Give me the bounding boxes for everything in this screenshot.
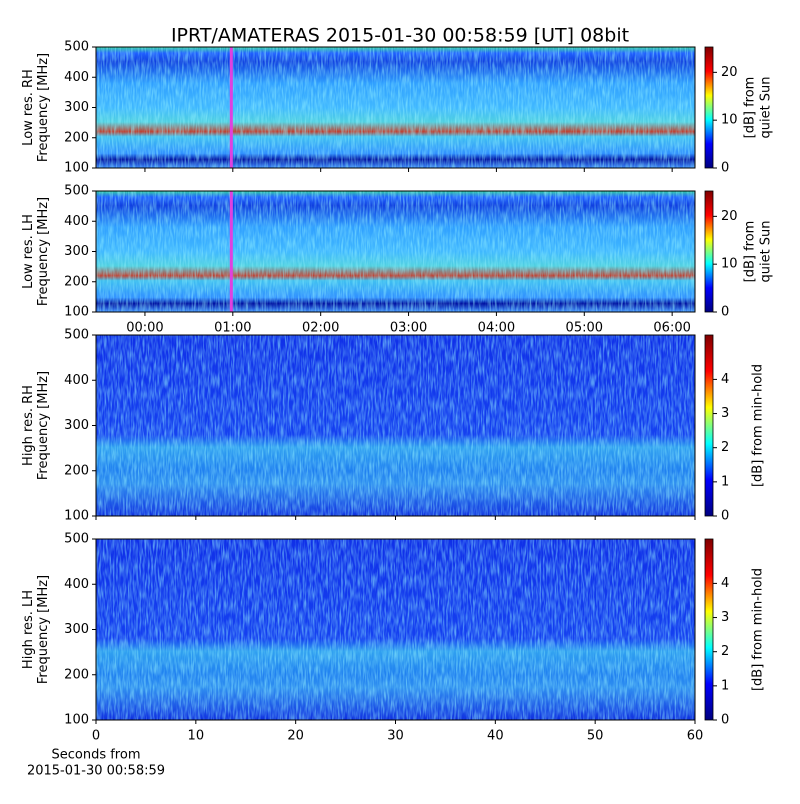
y-tick-label: 500: [64, 532, 89, 547]
colorbar-tick-label: 3: [721, 610, 729, 625]
y-tick-label: 400: [64, 373, 89, 388]
x-tick-label: 02:00: [302, 321, 339, 336]
y-tick-label: 100: [64, 509, 89, 524]
colorbar-tick-label: 0: [721, 509, 729, 524]
y-axis-label: High res. LH: [21, 590, 36, 669]
y-tick-label: 300: [64, 418, 89, 433]
spectrogram-texture: [96, 47, 695, 168]
colorbar: [704, 334, 714, 517]
colorbar-tick-label: 0: [721, 161, 729, 176]
spectrogram-texture: [96, 335, 695, 516]
colorbar-tick-label: 4: [721, 576, 729, 591]
y-tick-label: 300: [64, 244, 89, 259]
x-tick-label: 30: [387, 729, 404, 744]
colorbar-tick-label: 10: [721, 257, 738, 272]
x-tick-label: 06:00: [653, 321, 690, 336]
spectrogram-texture: [96, 191, 695, 312]
y-axis-label: Frequency [MHz]: [36, 575, 51, 684]
x-tick-label: 00:00: [126, 321, 163, 336]
y-tick-label: 500: [64, 328, 89, 343]
x-axis-label: 2015-01-30 00:58:59: [27, 764, 165, 779]
colorbar-label: quiet Sun: [759, 76, 774, 138]
colorbar-tick-label: 4: [721, 372, 729, 387]
colorbar: [704, 46, 714, 169]
colorbar: [704, 538, 714, 721]
y-tick-label: 400: [64, 577, 89, 592]
y-tick-label: 200: [64, 667, 89, 682]
y-axis-label: Frequency [MHz]: [36, 53, 51, 162]
y-tick-label: 100: [64, 305, 89, 320]
colorbar-tick-label: 1: [721, 678, 729, 693]
x-tick-label: 60: [687, 729, 704, 744]
y-axis-label: Low res. RH: [21, 69, 36, 146]
x-tick-label: 03:00: [390, 321, 427, 336]
y-axis-label: High res. RH: [21, 385, 36, 466]
y-tick-label: 100: [64, 713, 89, 728]
y-tick-label: 500: [64, 40, 89, 55]
y-tick-label: 200: [64, 130, 89, 145]
y-tick-label: 500: [64, 184, 89, 199]
y-axis-label: Frequency [MHz]: [36, 197, 51, 306]
x-tick-label: 10: [188, 729, 205, 744]
colorbar-label: [dB] from: [743, 221, 758, 283]
colorbar-tick-label: 10: [721, 113, 738, 128]
x-tick-label: 05:00: [566, 321, 603, 336]
y-tick-label: 300: [64, 622, 89, 637]
colorbar-tick-label: 1: [721, 474, 729, 489]
y-tick-label: 200: [64, 274, 89, 289]
figure-title: IPRT/AMATERAS 2015-01-30 00:58:59 [UT] 0…: [171, 25, 629, 47]
x-tick-label: 0: [92, 729, 100, 744]
x-tick-label: 20: [287, 729, 304, 744]
colorbar-label: [dB] from min-hold: [751, 364, 766, 487]
y-tick-label: 300: [64, 100, 89, 115]
x-axis-label: Seconds from: [51, 748, 140, 763]
x-tick-label: 40: [487, 729, 504, 744]
colorbar-tick-label: 2: [721, 440, 729, 455]
y-tick-label: 400: [64, 214, 89, 229]
colorbar-tick-label: 0: [721, 713, 729, 728]
x-tick-label: 50: [587, 729, 604, 744]
y-tick-label: 100: [64, 161, 89, 176]
y-tick-label: 400: [64, 70, 89, 85]
colorbar-label: quiet Sun: [759, 220, 774, 282]
colorbar-label: [dB] from: [743, 77, 758, 139]
y-axis-label: Low res. LH: [21, 214, 36, 289]
x-tick-label: 04:00: [478, 321, 515, 336]
y-axis-label: Frequency [MHz]: [36, 371, 51, 480]
colorbar-tick-label: 20: [721, 65, 738, 80]
spectrogram-texture: [96, 539, 695, 720]
colorbar: [704, 190, 714, 313]
x-tick-label: 01:00: [214, 321, 251, 336]
colorbar-tick-label: 0: [721, 305, 729, 320]
colorbar-tick-label: 20: [721, 209, 738, 224]
colorbar-tick-label: 3: [721, 406, 729, 421]
colorbar-label: [dB] from min-hold: [751, 568, 766, 691]
colorbar-tick-label: 2: [721, 644, 729, 659]
y-tick-label: 200: [64, 463, 89, 478]
